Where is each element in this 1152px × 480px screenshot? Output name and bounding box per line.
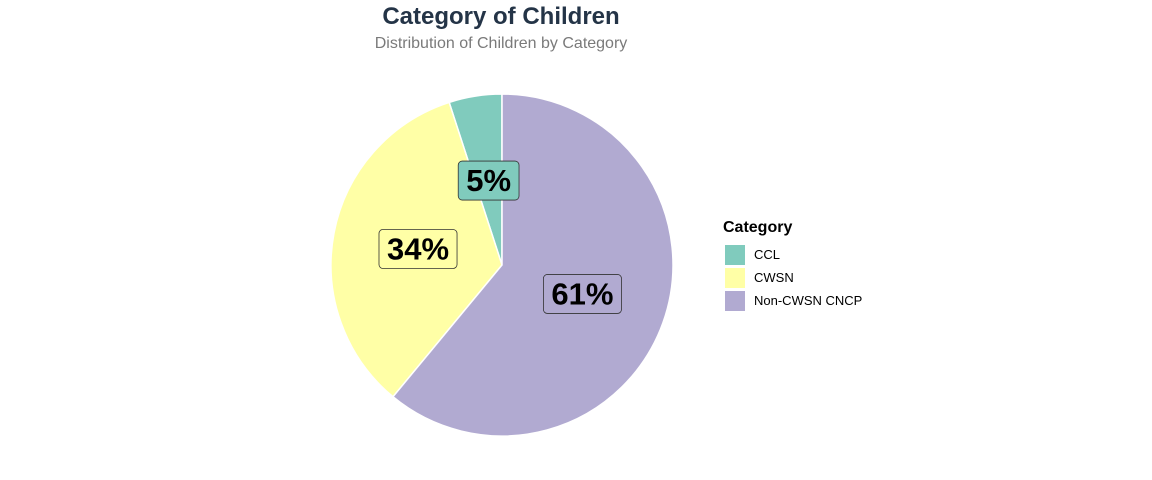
legend-item-ccl: CCL xyxy=(723,243,862,266)
slice-label-ccl: 5% xyxy=(457,160,520,201)
legend-swatch xyxy=(725,267,745,288)
chart-title: Category of Children xyxy=(382,3,620,30)
chart-subtitle: Distribution of Children by Category xyxy=(374,35,628,52)
legend-title: Category xyxy=(723,219,793,236)
pie-slice-labels: 5% 34% 61% xyxy=(378,160,622,314)
slice-label-box xyxy=(543,274,622,314)
legend: Category CCL CWSN Non-CWSN CNCP xyxy=(723,219,862,312)
slice-label-cwsn: 34% xyxy=(378,229,458,269)
pie-slice-non-cwsn-cncp xyxy=(391,93,674,437)
legend-item-cwsn: CWSN xyxy=(723,266,862,289)
legend-label: CCL xyxy=(754,247,781,262)
slice-label-text: 61% xyxy=(551,276,613,311)
legend-swatch xyxy=(725,244,745,265)
legend-items: CCL CWSN Non-CWSN CNCP xyxy=(723,243,862,312)
legend-label: Non-CWSN CNCP xyxy=(754,293,863,308)
legend-swatch xyxy=(725,290,745,311)
slice-label-text: 34% xyxy=(387,231,449,266)
slice-label-box xyxy=(457,160,520,201)
legend-label: CWSN xyxy=(754,270,794,285)
slice-label-non-cwsn-cncp: 61% xyxy=(543,274,622,314)
legend-item-non-cwsn-cncp: Non-CWSN CNCP xyxy=(723,289,862,312)
slice-label-text: 5% xyxy=(466,163,511,198)
slice-label-box xyxy=(378,229,458,269)
